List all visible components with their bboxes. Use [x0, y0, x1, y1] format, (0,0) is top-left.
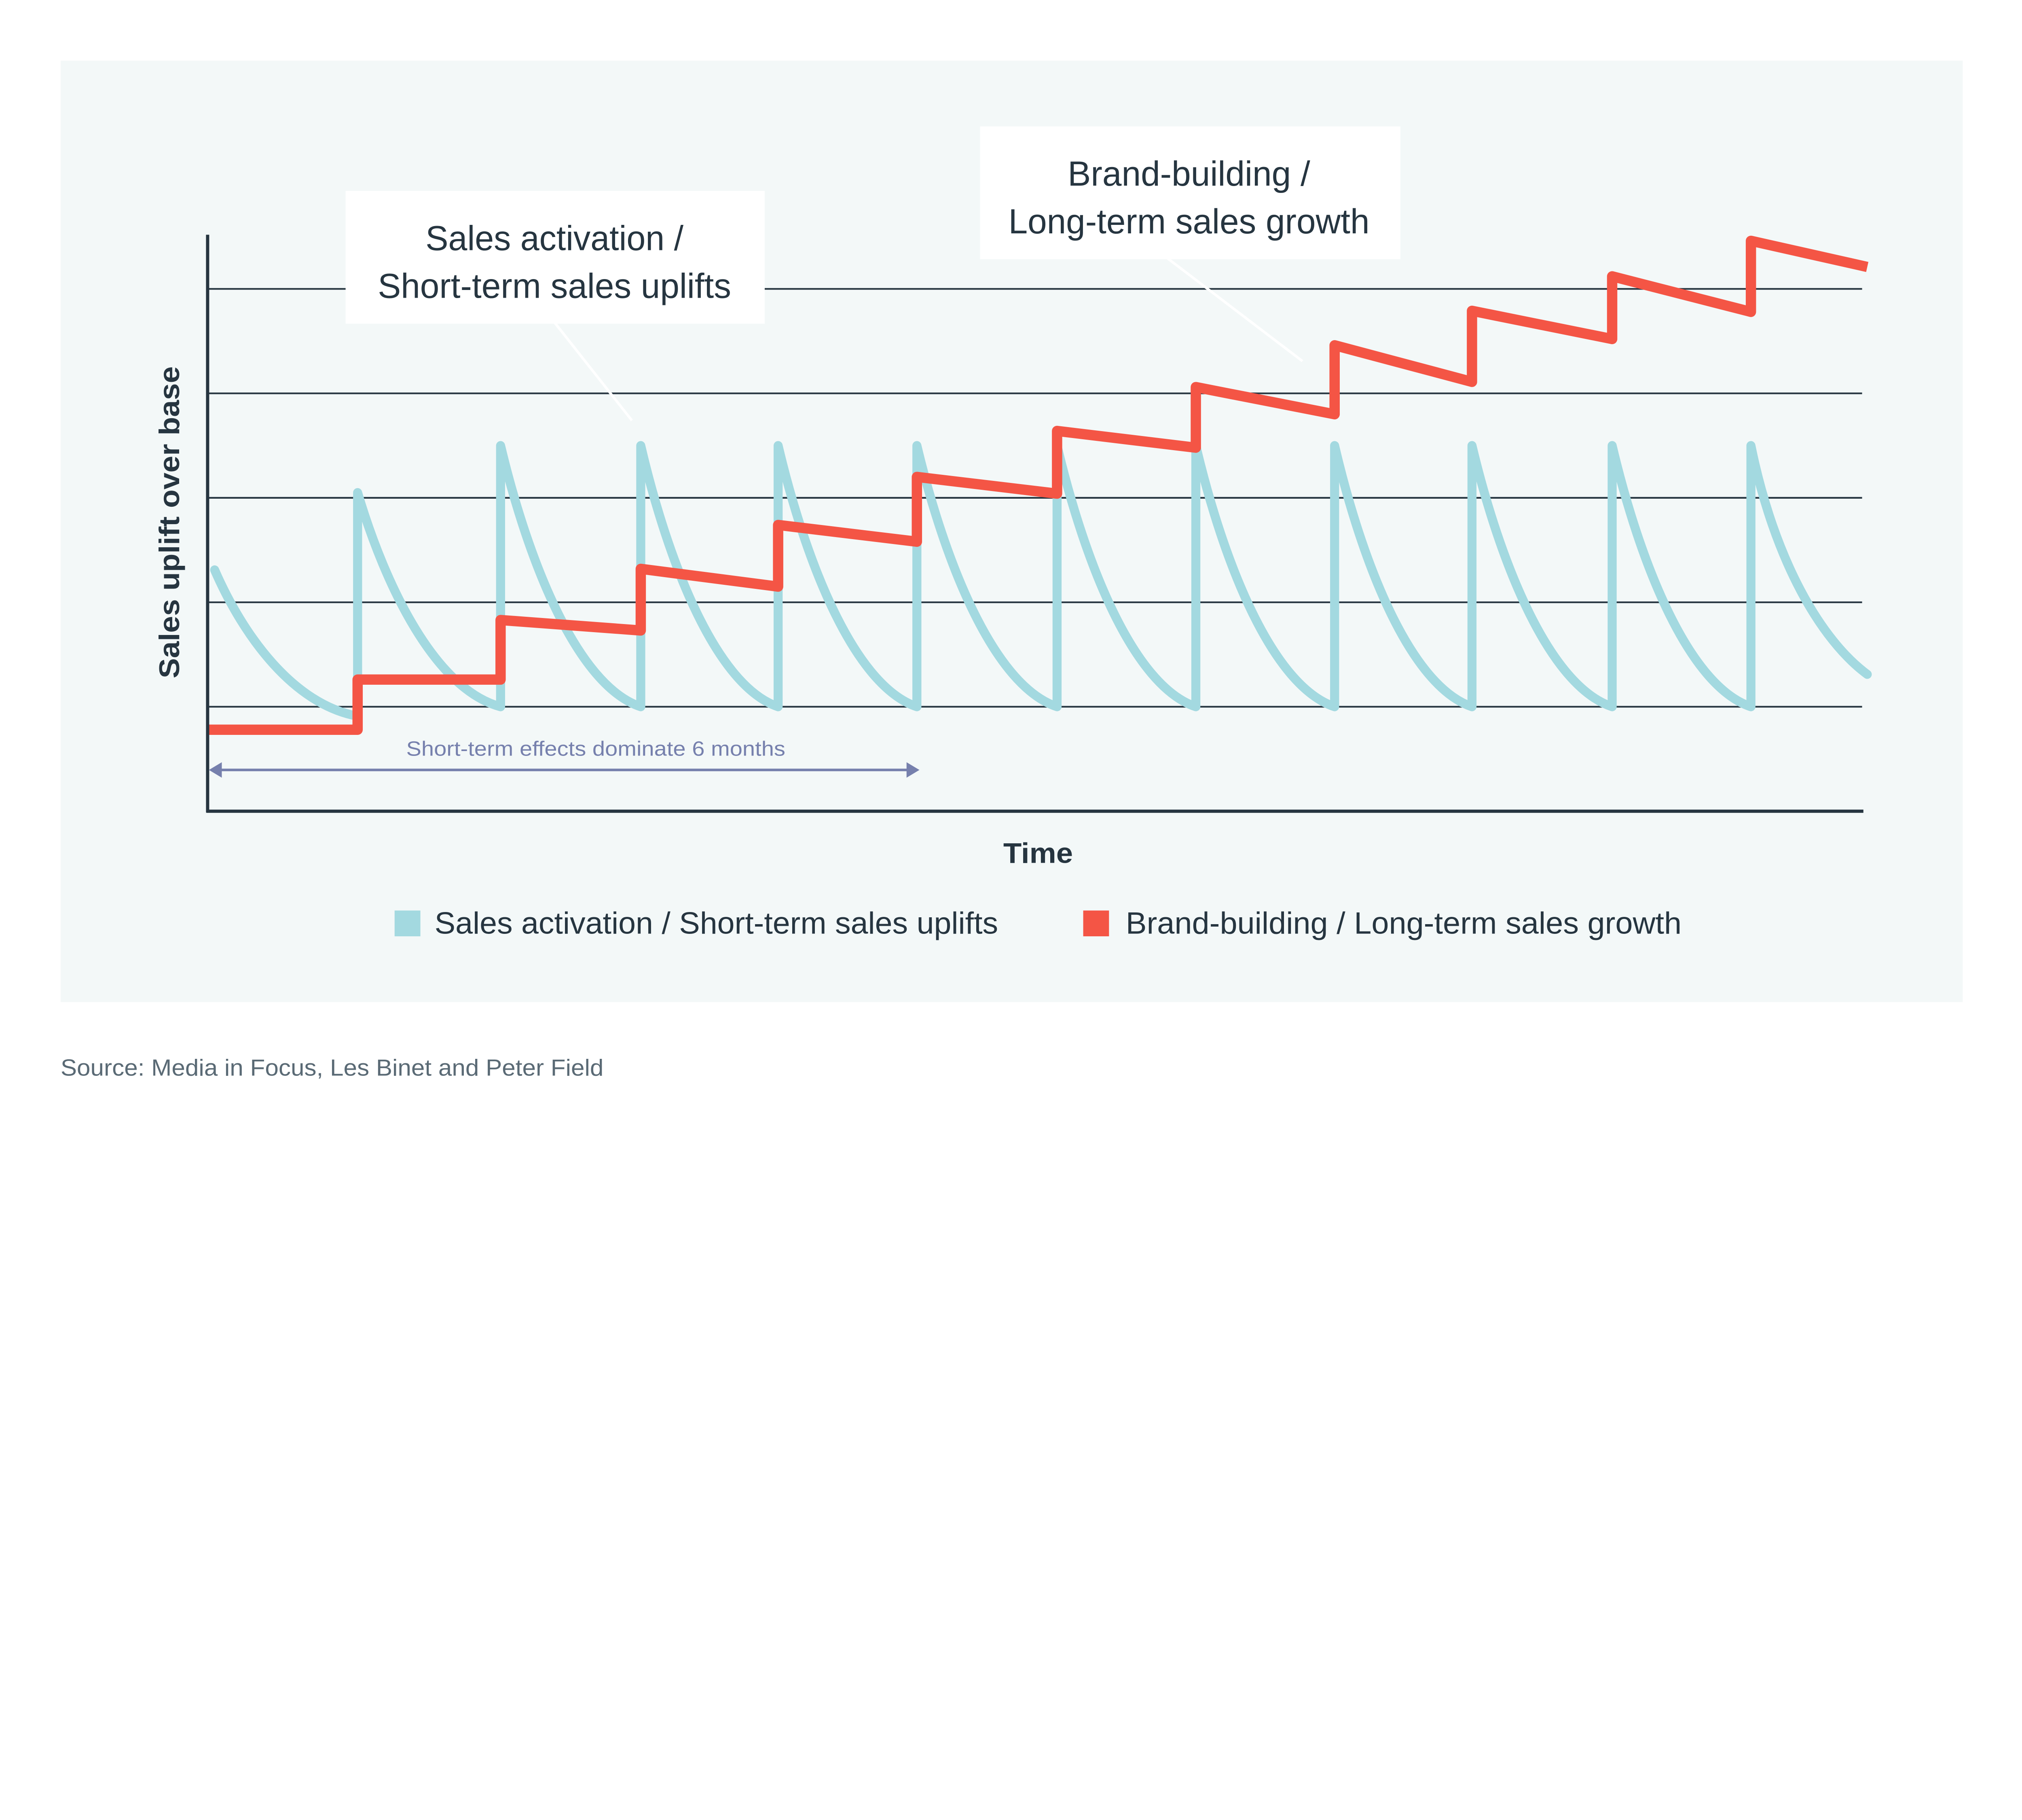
source-note: Source: Media in Focus, Les Binet and Pe… [61, 1055, 603, 1081]
callout-line-1: Brand-building / [1068, 154, 1310, 193]
legend-label: Brand-building / Long-term sales growth [1126, 906, 1681, 941]
callout-line-2: Long-term sales growth [1009, 202, 1370, 241]
brand-building-line [207, 235, 1869, 735]
callout-sales-activation: Sales activation / Short-term sales upli… [345, 190, 765, 421]
legend-item-sales-activation: Sales activation / Short-term sales upli… [394, 906, 998, 941]
axes [206, 235, 1863, 813]
y-axis-title: Sales uplift over base [153, 366, 185, 679]
chart-figure: Sales activation / Short-term sales upli… [60, 60, 1963, 1081]
callout-box [980, 126, 1401, 259]
callout-box [345, 190, 765, 324]
annotation-text: Short-term effects dominate 6 months [406, 737, 785, 760]
legend-item-brand-building: Brand-building / Long-term sales growth [1083, 906, 1681, 941]
legend-label: Sales activation / Short-term sales upli… [435, 906, 998, 941]
callout-brand-building: Brand-building / Long-term sales growth [980, 126, 1401, 362]
brand-building-step [357, 679, 358, 680]
legend-swatch [394, 910, 421, 937]
gridlines [207, 288, 1862, 708]
legend: Sales activation / Short-term sales upli… [394, 906, 1681, 941]
legend-swatch [1083, 910, 1109, 937]
arrow-right-icon [906, 762, 920, 778]
callout-pointer [553, 322, 633, 421]
arrow-left-icon [209, 762, 222, 778]
callout-pointer [1166, 257, 1303, 362]
duration-annotation: Short-term effects dominate 6 months [209, 737, 920, 778]
x-axis-title: Time [1003, 837, 1073, 869]
callout-line-1: Sales activation / [425, 219, 683, 258]
callout-line-2: Short-term sales uplifts [378, 267, 731, 306]
